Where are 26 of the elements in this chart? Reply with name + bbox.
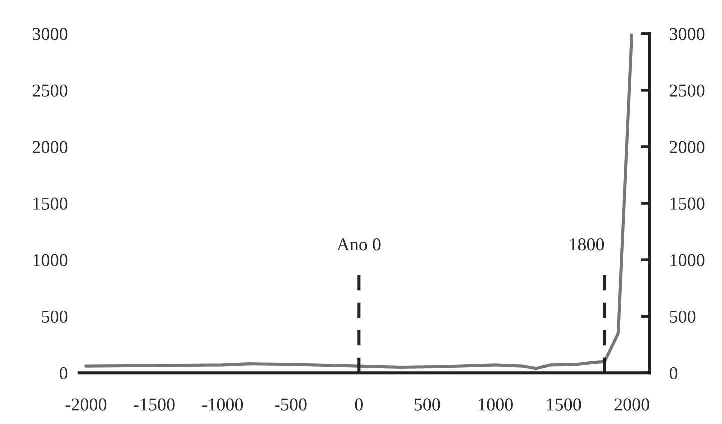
- x-tick-label: 1500: [547, 398, 582, 411]
- y-tick-label: 3000: [33, 28, 68, 40]
- x-tick-label: -1500: [134, 398, 175, 411]
- x-tick-label: -1000: [202, 398, 244, 411]
- y-tick-label: 2500: [32, 84, 68, 97]
- y2-tick-label: 1000: [670, 254, 705, 266]
- y-tick-label: 2000: [32, 141, 68, 154]
- x-tick-label: 0: [355, 398, 363, 411]
- y2-tick-label: 2500: [670, 84, 705, 97]
- line-series: [84, 34, 634, 370]
- y-tick-label: 1500: [34, 198, 68, 210]
- y-tick-label: 1000: [34, 254, 68, 266]
- x-tick-label: -2000: [66, 398, 107, 411]
- y2-tick-label: 500: [670, 310, 696, 324]
- ref-line-label: 1800: [570, 238, 604, 251]
- y-tick-label: 0: [60, 367, 68, 380]
- y2-tick-label: 0: [670, 367, 678, 380]
- x-tick-label: 1000: [479, 398, 513, 411]
- y-tick-label: 500: [42, 310, 68, 324]
- y2-tick-label: 1500: [670, 198, 705, 210]
- x-tick-label: 2000: [614, 398, 650, 411]
- x-tick-label: -500: [275, 398, 307, 411]
- y2-tick-label: 2000: [670, 141, 705, 154]
- ref-line-label: Ano 0: [337, 238, 381, 251]
- x-tick-label: 500: [414, 398, 440, 411]
- y2-tick-label: 3000: [670, 28, 705, 40]
